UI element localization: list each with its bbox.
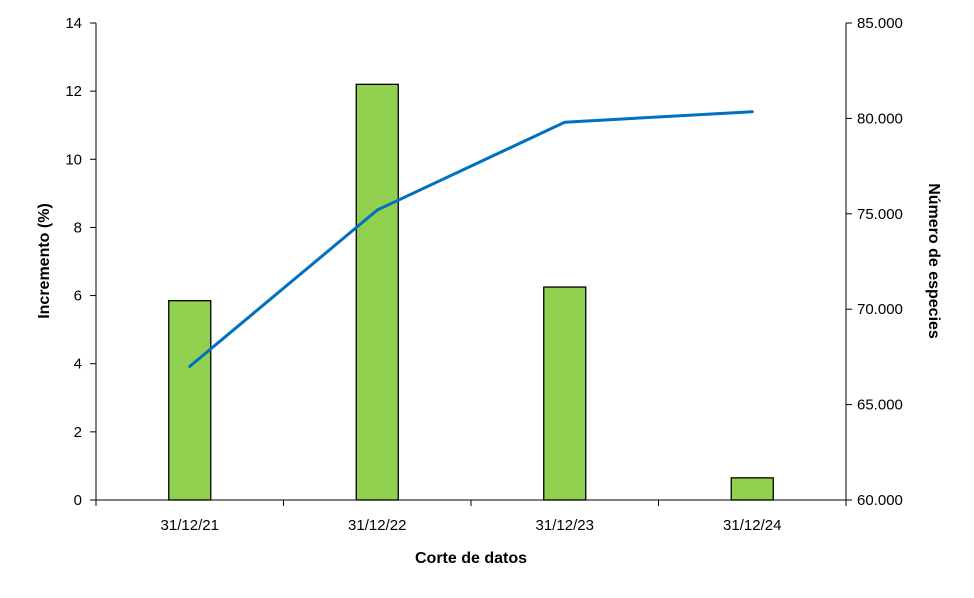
x-tick-label: 31/12/23 xyxy=(536,517,594,534)
bar xyxy=(355,83,399,501)
x-tick-label: 31/12/21 xyxy=(161,517,219,534)
bar xyxy=(730,477,774,501)
y-tick-label-right: 70.000 xyxy=(857,301,903,318)
line-layer xyxy=(188,110,754,368)
y-tick-label-left: 12 xyxy=(65,83,82,100)
x-tick-label: 31/12/24 xyxy=(723,517,781,534)
bars-layer xyxy=(168,83,774,501)
series-line xyxy=(188,110,754,368)
y-tick-label-right: 85.000 xyxy=(857,15,903,32)
y-axis-title-right: Número de especies xyxy=(925,183,942,339)
x-tick-label: 31/12/22 xyxy=(348,517,406,534)
y-tick-label-left: 2 xyxy=(74,424,82,441)
axes-layer xyxy=(90,22,852,506)
y-tick-label-right: 65.000 xyxy=(857,397,903,414)
y-tick-label-left: 10 xyxy=(65,151,82,168)
y-tick-label-right: 80.000 xyxy=(857,110,903,127)
y-tick-label-left: 4 xyxy=(74,356,82,373)
y-tick-label-right: 60.000 xyxy=(857,492,903,509)
y-tick-label-left: 14 xyxy=(65,15,82,32)
y-tick-label-right: 75.000 xyxy=(857,206,903,223)
bar xyxy=(543,286,587,501)
y-axis-title-left: Incremento (%) xyxy=(36,203,53,319)
y-tick-label-left: 6 xyxy=(74,288,82,305)
bar xyxy=(168,300,212,501)
y-tick-label-left: 8 xyxy=(74,219,82,236)
y-tick-label-left: 0 xyxy=(74,492,82,509)
tick-labels-layer: 0 2 4 6 8 10 12 14 60.000 65.000 70.000 75.000 80.00… xyxy=(65,15,903,534)
x-axis-title: Corte de datos xyxy=(415,550,527,567)
